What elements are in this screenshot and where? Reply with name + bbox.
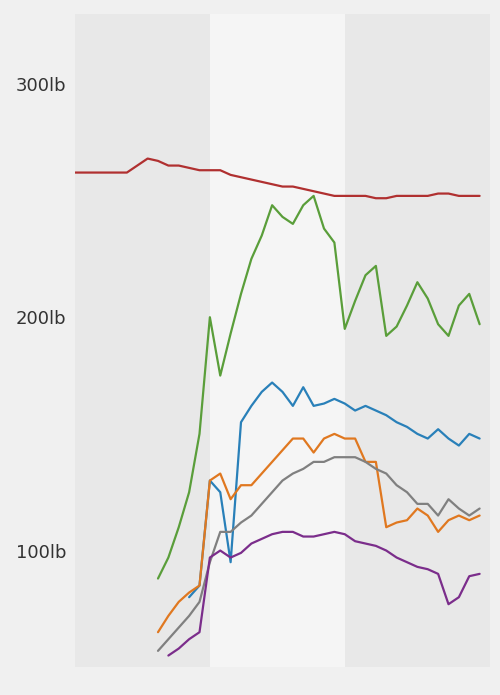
Bar xyxy=(345,14,490,667)
Bar xyxy=(210,14,345,667)
Bar xyxy=(75,14,210,667)
